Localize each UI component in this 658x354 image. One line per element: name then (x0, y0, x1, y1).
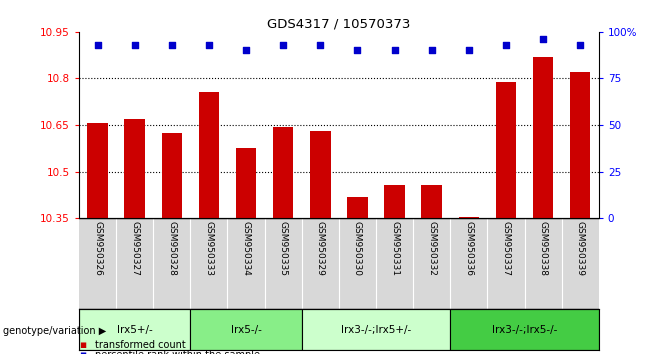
Bar (533, 57, 553, 218)
Text: GSM950334: GSM950334 (241, 221, 251, 276)
Point (130, 42, 140, 48)
Text: ◾: ◾ (79, 340, 86, 350)
Point (575, 42, 586, 48)
Bar (570, 72, 590, 218)
Bar (199, 92, 219, 218)
Bar (310, 131, 330, 218)
Bar (384, 185, 405, 218)
Text: GSM950336: GSM950336 (465, 221, 473, 276)
Point (203, 42, 214, 48)
Bar (347, 197, 368, 218)
Point (538, 36, 548, 42)
Text: lrx3-/-;lrx5-/-: lrx3-/-;lrx5-/- (492, 325, 557, 335)
Text: lrx3-/-;lrx5+/-: lrx3-/-;lrx5+/- (341, 325, 411, 335)
Text: genotype/variation ▶: genotype/variation ▶ (3, 326, 107, 336)
Bar (88, 124, 108, 218)
Text: GSM950326: GSM950326 (93, 221, 102, 276)
Point (501, 42, 511, 48)
Text: ◾: ◾ (79, 350, 86, 354)
Point (92, 42, 103, 48)
Text: lrx5+/-: lrx5+/- (116, 325, 153, 335)
Point (278, 42, 288, 48)
Bar (422, 185, 442, 218)
Bar (459, 217, 479, 218)
Bar (302, 309, 450, 350)
Text: GSM950338: GSM950338 (539, 221, 547, 276)
Bar (236, 148, 256, 218)
Bar (495, 81, 516, 218)
Title: GDS4317 / 10570373: GDS4317 / 10570373 (267, 18, 411, 31)
Bar (79, 309, 190, 350)
Text: GSM950330: GSM950330 (353, 221, 362, 276)
Point (166, 42, 177, 48)
Bar (162, 133, 182, 218)
Text: GSM950332: GSM950332 (427, 221, 436, 276)
Text: GSM950339: GSM950339 (576, 221, 585, 276)
Text: GSM950327: GSM950327 (130, 221, 139, 276)
Point (352, 48, 363, 53)
Point (241, 48, 251, 53)
Point (463, 48, 474, 53)
Bar (450, 309, 599, 350)
Text: percentile rank within the sample: percentile rank within the sample (95, 350, 261, 354)
Bar (124, 119, 145, 218)
Text: GSM950333: GSM950333 (205, 221, 213, 276)
Point (426, 48, 437, 53)
Point (390, 48, 400, 53)
Text: GSM950337: GSM950337 (501, 221, 511, 276)
Text: lrx5-/-: lrx5-/- (230, 325, 261, 335)
Bar (273, 126, 293, 218)
Bar (190, 309, 302, 350)
Text: GSM950335: GSM950335 (279, 221, 288, 276)
Point (315, 42, 326, 48)
Text: GSM950328: GSM950328 (167, 221, 176, 276)
Text: GSM950329: GSM950329 (316, 221, 325, 276)
Text: GSM950331: GSM950331 (390, 221, 399, 276)
Text: transformed count: transformed count (95, 340, 186, 350)
